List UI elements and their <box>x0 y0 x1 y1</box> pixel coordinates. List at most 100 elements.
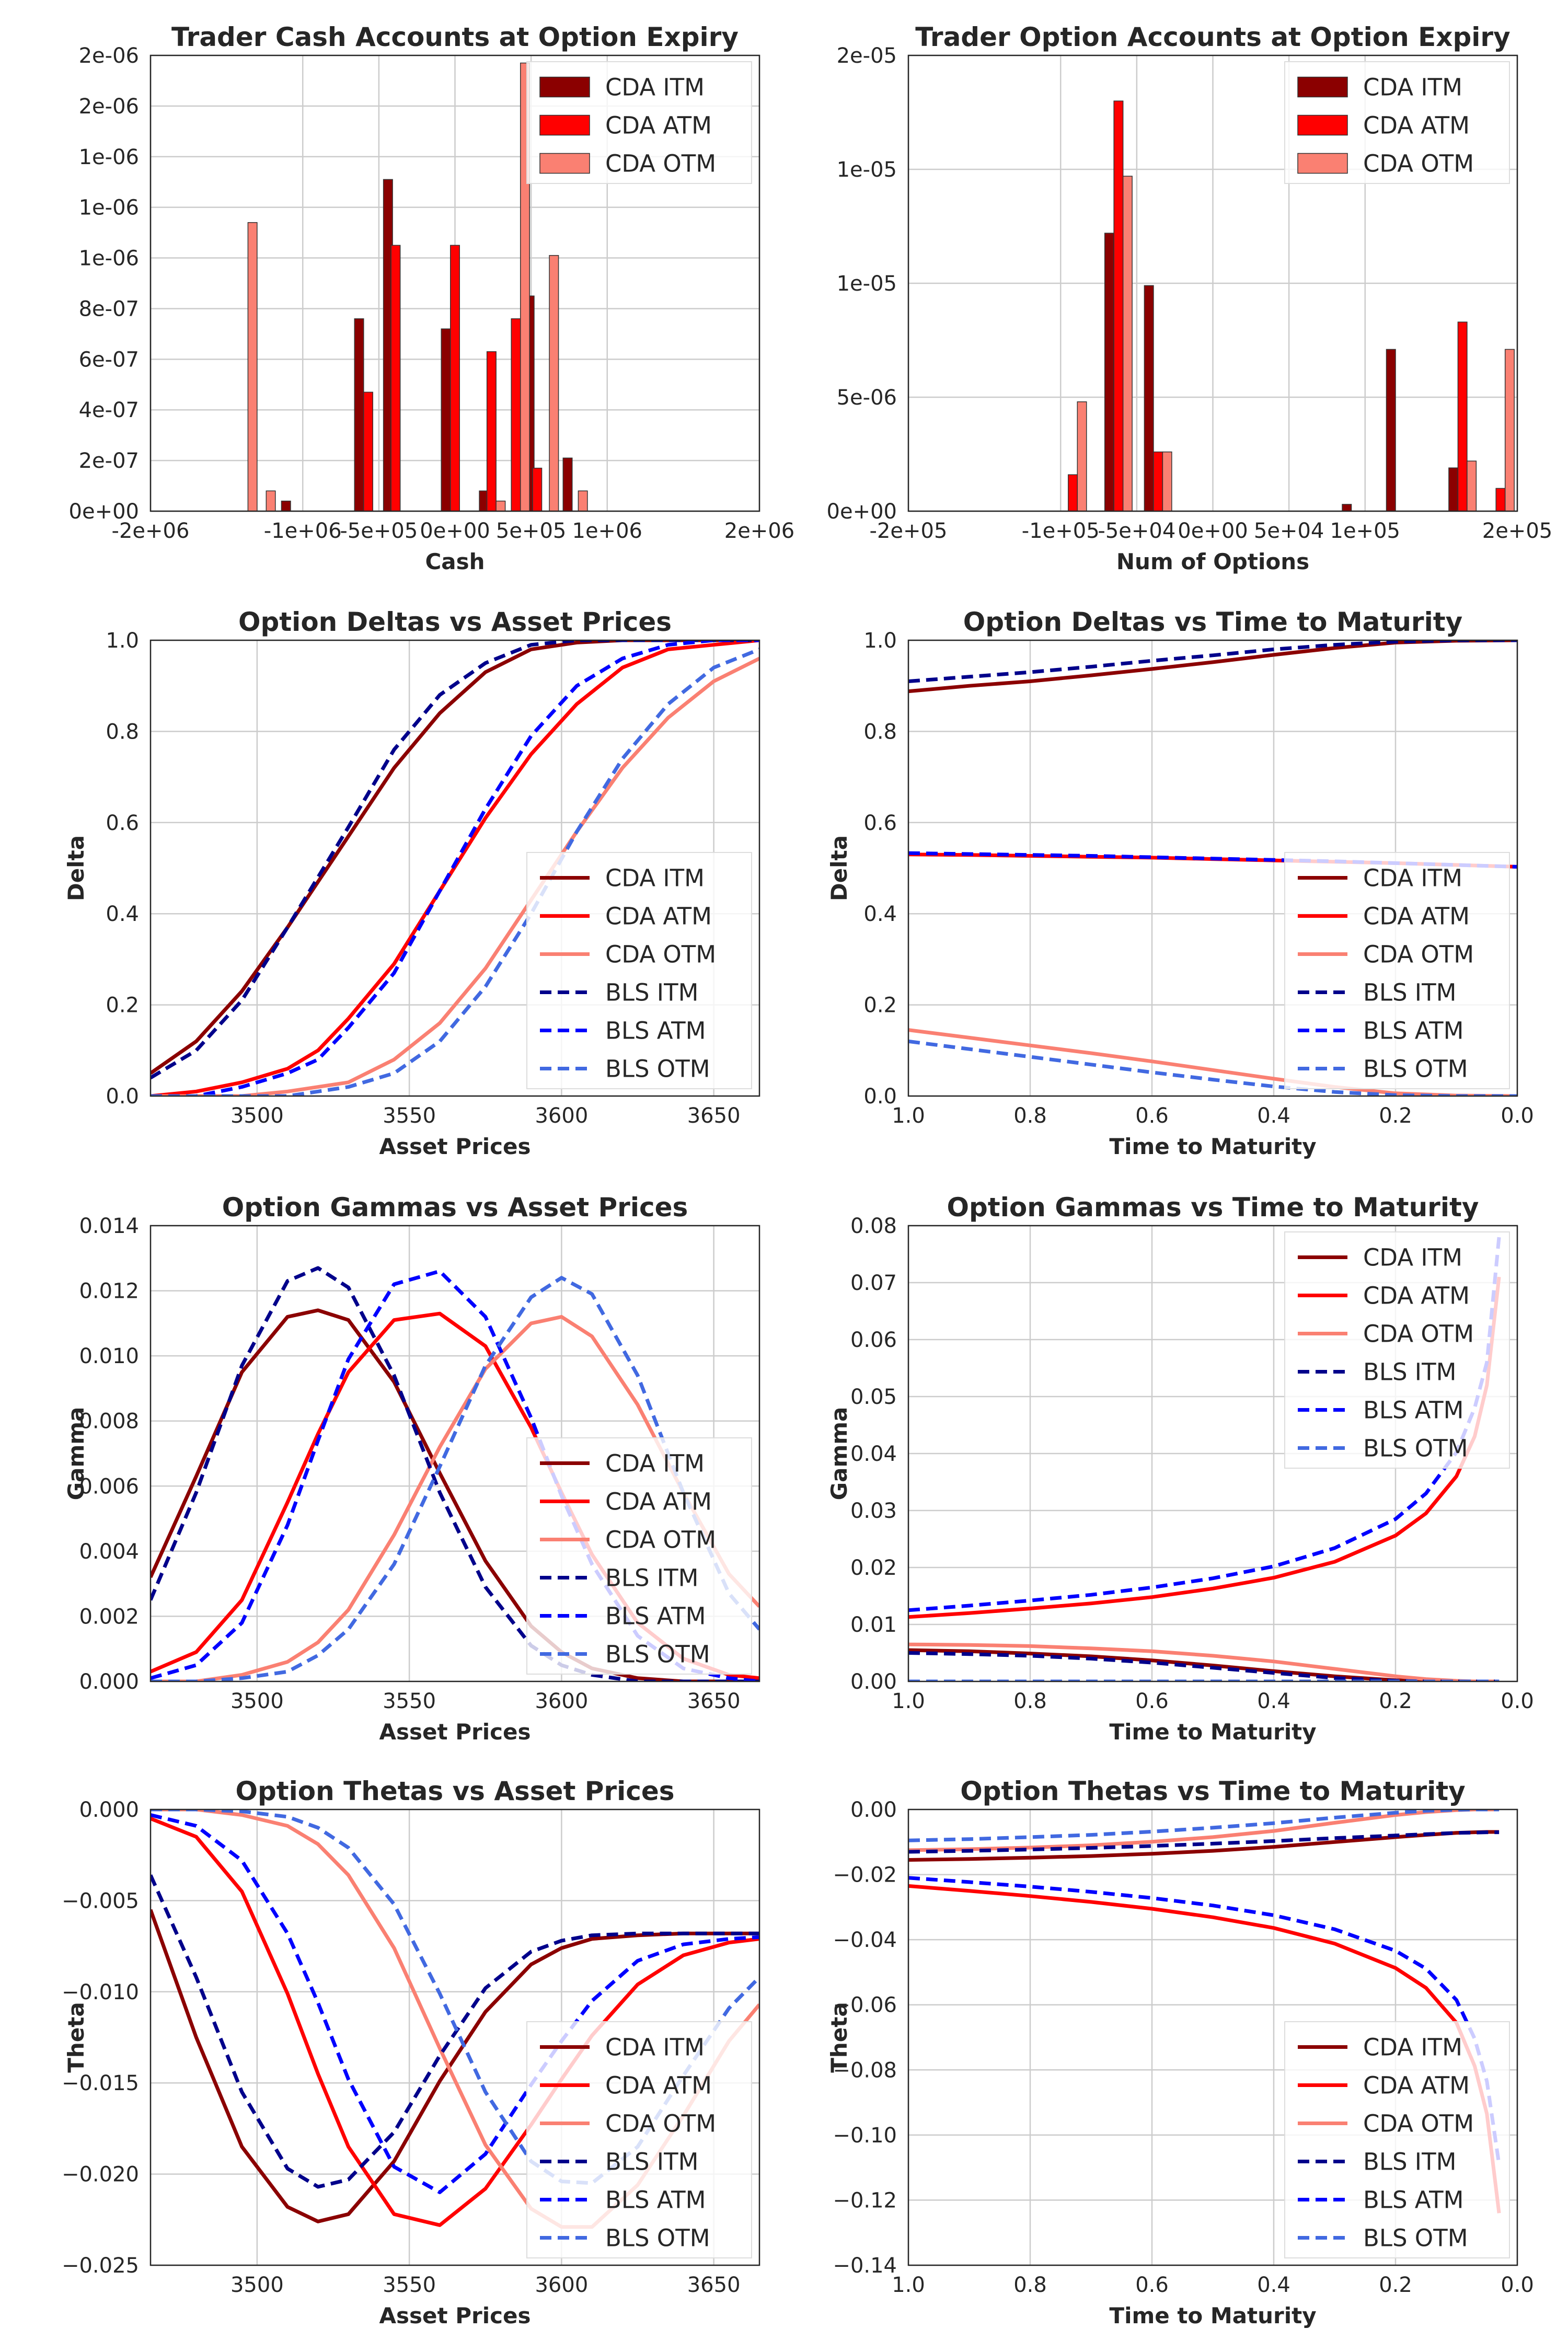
bar <box>1153 451 1163 511</box>
data-marks <box>247 62 588 511</box>
legend-label: BLS ATM <box>605 1017 706 1045</box>
legend: CDA ITM CDA ATM CDA OTM BLS ITM BLS ATM BLS … <box>526 1437 752 1675</box>
bar <box>578 490 588 511</box>
legend: CDA ITM CDA ATM CDA OTM BLS ITM BLS ATM BLS … <box>526 852 752 1089</box>
chart-3: 3500 3550 3600 3650 0.0 0.2 0.4 0.6 0.8 1.0 Option… <box>63 607 760 1159</box>
y-tick-label: 0.07 <box>850 1271 897 1295</box>
legend-label: CDA ITM <box>605 2034 705 2061</box>
chart-title: Option Gammas vs Time to Maturity <box>947 1192 1479 1223</box>
x-tick-label: 0.8 <box>1013 1104 1047 1128</box>
chart-title: Option Gammas vs Asset Prices <box>222 1192 688 1223</box>
x-tick-label: 0.2 <box>1379 1104 1412 1128</box>
bar <box>1467 460 1477 511</box>
legend-label: BLS OTM <box>1363 1055 1468 1083</box>
x-tick-label: 1.0 <box>892 2273 925 2297</box>
y-axis-label: Gamma <box>63 1407 89 1501</box>
axes-frame <box>907 1808 1518 2266</box>
legend-label: BLS ATM <box>1363 1017 1463 1045</box>
legend: CDA ITM CDA ATM CDA OTM <box>526 61 752 184</box>
x-tick-label: 3500 <box>230 2273 284 2297</box>
series-line <box>151 640 759 1096</box>
y-tick-label: 0.0 <box>106 1085 139 1109</box>
x-axis-label: Asset Prices <box>379 1719 531 1745</box>
y-tick-label: 0.6 <box>106 811 139 835</box>
chart-title: Option Thetas vs Time to Maturity <box>960 1776 1465 1806</box>
chart-title: Option Thetas vs Asset Prices <box>235 1776 674 1806</box>
y-tick-label: 0.012 <box>79 1279 139 1304</box>
y-axis-label: Gamma <box>826 1407 852 1501</box>
y-tick-label: −0.025 <box>62 2254 139 2278</box>
x-tick-label: 5e+05 <box>496 519 566 543</box>
x-tick-label: 1e+06 <box>572 519 642 543</box>
x-tick-label: 2e+05 <box>1482 519 1552 543</box>
axes-frame <box>907 639 1518 1097</box>
y-tick-label: 2e-05 <box>837 44 897 68</box>
legend-label: BLS OTM <box>1363 2224 1468 2252</box>
y-axis-label: Delta <box>63 835 89 901</box>
y-tick-label: 0.6 <box>863 811 897 835</box>
y-tick-label: −0.010 <box>62 1980 139 2004</box>
y-tick-label: 0.000 <box>79 1798 139 1822</box>
y-tick-label: 0e+00 <box>69 500 139 524</box>
y-tick-label: −0.06 <box>833 1993 897 2017</box>
y-tick-label: 0.01 <box>850 1613 897 1637</box>
axes-frame <box>149 1808 760 2266</box>
series-line <box>151 1276 759 1681</box>
legend: CDA ITM CDA ATM CDA OTM BLS ITM BLS ATM BLS O… <box>1284 1231 1510 1469</box>
legend-box <box>1284 852 1510 1089</box>
y-tick-label: 0e+00 <box>827 500 897 524</box>
legend-label: BLS ATM <box>605 2186 706 2214</box>
bar <box>247 222 258 511</box>
bar <box>532 467 543 511</box>
y-tick-label: 0.010 <box>79 1344 139 1368</box>
y-tick-label: 0.002 <box>79 1605 139 1629</box>
series-line <box>908 1830 1500 1862</box>
y-tick-label: 1e-06 <box>79 247 139 271</box>
legend-label: CDA ITM <box>1363 864 1462 892</box>
bar <box>1386 349 1396 511</box>
y-tick-label: 0.03 <box>850 1499 897 1523</box>
y-tick-label: 0.08 <box>850 1214 897 1238</box>
bar <box>511 318 521 511</box>
y-tick-label: −0.02 <box>833 1863 897 1887</box>
y-tick-label: −0.020 <box>62 2163 139 2187</box>
legend-label: BLS ATM <box>1363 2186 1463 2214</box>
legend-label: CDA OTM <box>605 150 716 178</box>
x-tick-label: 1e+05 <box>1330 519 1400 543</box>
legend-label: CDA ITM <box>1363 74 1462 101</box>
y-tick-label: 1.0 <box>863 629 897 653</box>
y-tick-label: 0.0 <box>863 1085 897 1109</box>
legend-label: BLS ITM <box>1363 979 1456 1007</box>
series-line <box>151 1308 759 1681</box>
legend-label: CDA OTM <box>605 2110 716 2138</box>
x-tick-label: 5e+04 <box>1254 519 1324 543</box>
series-line <box>151 1874 759 2189</box>
bar <box>363 391 373 511</box>
legend-label: CDA OTM <box>1363 2110 1474 2138</box>
y-tick-label: 0.2 <box>106 994 139 1018</box>
x-tick-label: 1.0 <box>892 1104 925 1128</box>
legend-swatch <box>1297 114 1348 136</box>
chart-7: 3500 3550 3600 3650 −0.025 −0.020 −0.015 −0.010… <box>62 1776 760 2328</box>
chart-title: Trader Option Accounts at Option Expiry <box>915 22 1510 52</box>
legend-label: BLS OTM <box>605 2224 710 2252</box>
y-axis-label: Delta <box>826 835 852 901</box>
x-tick-label: 3500 <box>230 1104 284 1128</box>
x-tick-label: -1e+06 <box>264 519 342 543</box>
x-tick-label: -2e+06 <box>112 519 190 543</box>
chart-title: Option Deltas vs Time to Maturity <box>963 607 1462 637</box>
x-tick-label: 3600 <box>535 1689 588 1713</box>
y-tick-label: 1e-06 <box>79 145 139 169</box>
series-line <box>908 1809 1500 1842</box>
bar <box>495 500 506 511</box>
legend-label: CDA ITM <box>605 74 705 101</box>
x-tick-label: 0e+00 <box>1178 519 1248 543</box>
y-tick-label: 1e-06 <box>79 196 139 220</box>
y-tick-label: 0.4 <box>863 902 897 926</box>
chart-8: 1.0 0.8 0.6 0.4 0.2 0.0 −0.14 −0.12 −0.10 −0.08 −0… <box>826 1776 1534 2328</box>
legend-label: CDA ATM <box>1363 2072 1470 2100</box>
legend-box <box>526 1437 752 1675</box>
chart-5: 3500 3550 3600 3650 0.000 0.002 0.004 0.006 0.00… <box>63 1192 760 1745</box>
y-tick-label: 1.0 <box>106 629 139 653</box>
x-tick-label: 0e+00 <box>420 519 490 543</box>
